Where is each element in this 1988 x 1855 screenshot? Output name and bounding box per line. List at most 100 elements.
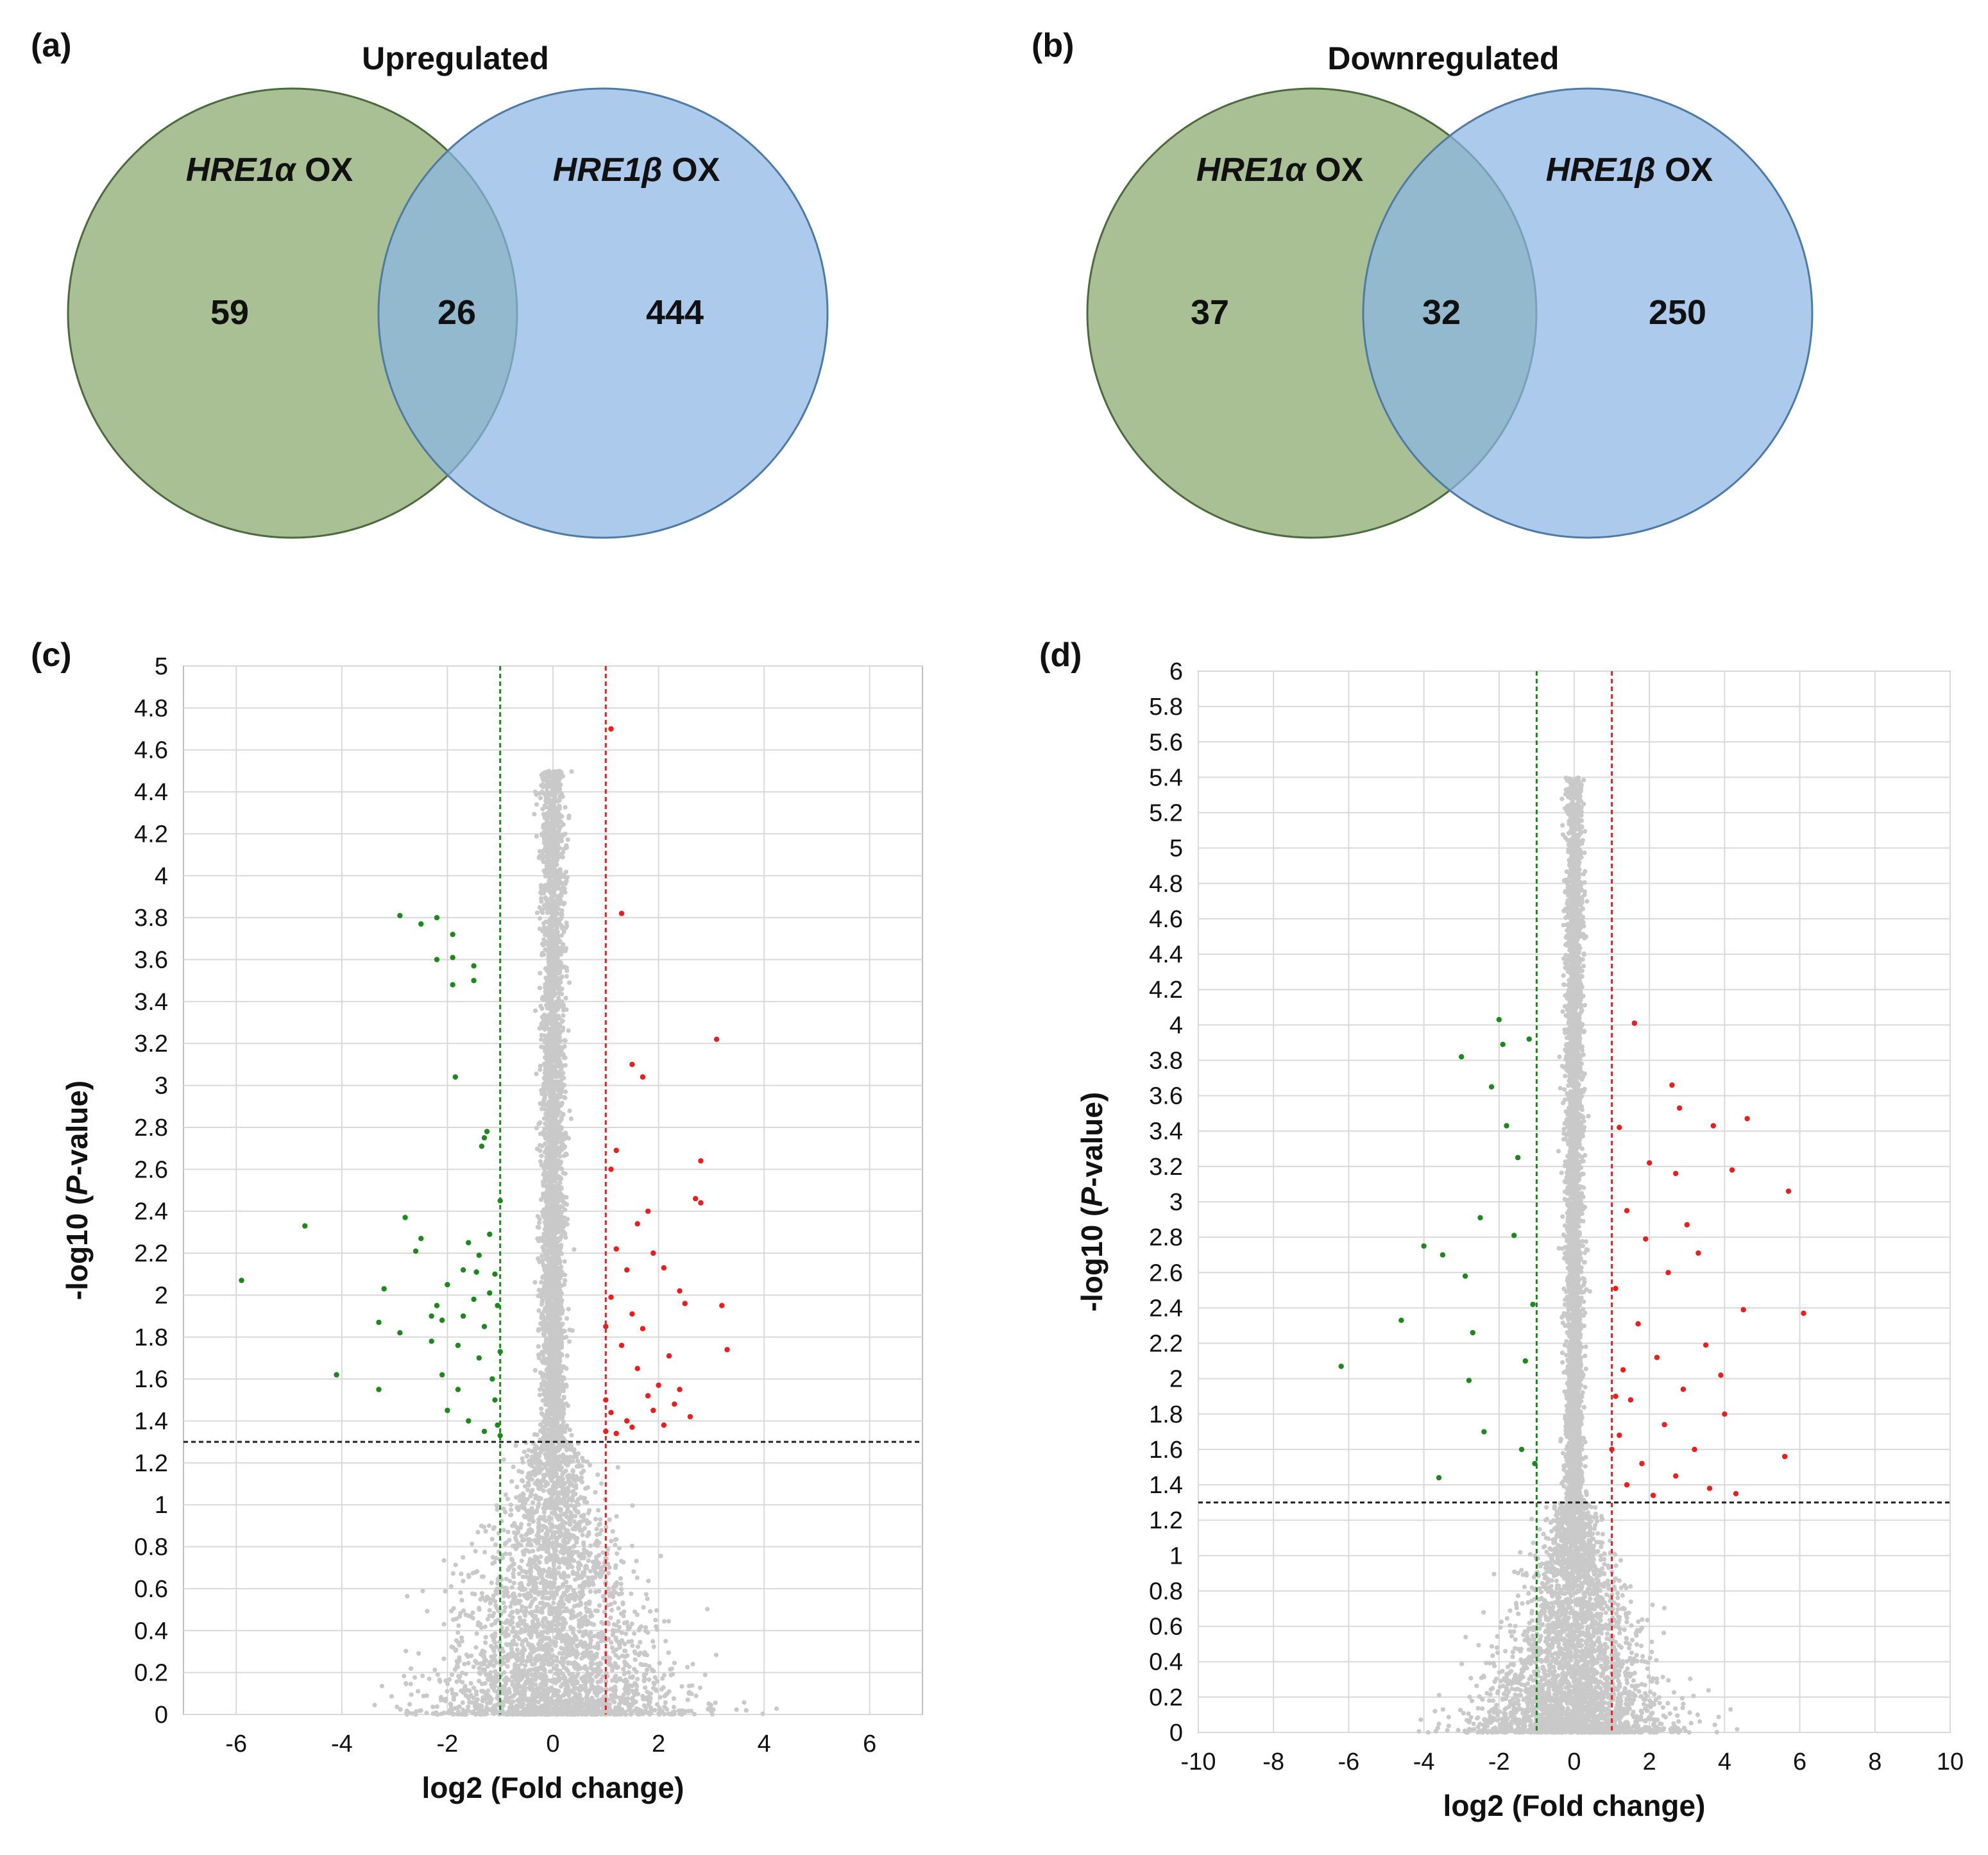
ns-point [534, 1589, 539, 1594]
y-tick-label: 3.6 [134, 947, 168, 974]
panel-label-a: (a) [31, 27, 72, 64]
ns-point [535, 1214, 540, 1219]
ns-point [697, 1685, 702, 1691]
ns-point [593, 1490, 598, 1495]
ns-point [503, 1605, 508, 1610]
ns-point [642, 1652, 647, 1657]
ns-point [451, 1695, 456, 1700]
ns-point [479, 1574, 485, 1579]
ns-point [607, 1517, 612, 1522]
ns-point [549, 996, 554, 1001]
ns-point [539, 1406, 544, 1411]
ns-point [537, 927, 543, 932]
ns-point [535, 1224, 540, 1230]
ns-point [518, 1525, 523, 1530]
ns-point [513, 1594, 518, 1600]
ns-point [539, 899, 544, 904]
ns-point [690, 1662, 695, 1667]
ns-point [507, 1552, 513, 1557]
ns-point [511, 1464, 516, 1469]
ns-point [538, 1422, 543, 1427]
ns-point [582, 1526, 588, 1531]
ns-point [661, 1619, 667, 1624]
y-tick-label: 3.2 [134, 1030, 168, 1057]
ns-point [425, 1609, 430, 1614]
ns-point [541, 1263, 547, 1269]
ns-point [570, 1671, 575, 1677]
ns-point [630, 1503, 635, 1508]
ns-point [575, 1564, 581, 1569]
ns-point [533, 1614, 538, 1619]
ns-point [487, 1613, 492, 1618]
y-tick-label: 1.6 [134, 1366, 168, 1393]
ns-point [540, 857, 545, 862]
ns-point [533, 1008, 538, 1013]
ns-point [470, 1616, 475, 1621]
ns-point [537, 916, 543, 921]
ns-point [389, 1694, 395, 1699]
ns-point [532, 1538, 537, 1543]
ns-point [638, 1639, 643, 1645]
ns-point [622, 1659, 627, 1664]
ns-point [713, 1652, 719, 1657]
ns-point [551, 1688, 556, 1693]
ns-point [461, 1690, 466, 1695]
ns-point [531, 1500, 536, 1505]
set-suffix: OX [1656, 151, 1713, 189]
ns-point [453, 1648, 458, 1653]
ns-point [591, 1566, 597, 1571]
y-tick-label: 2.2 [134, 1240, 168, 1267]
ns-point [501, 1600, 506, 1605]
ns-point [609, 1645, 615, 1650]
ns-point [494, 1503, 499, 1508]
ns-point [514, 1647, 520, 1652]
ns-point [471, 1664, 476, 1670]
ns-point [492, 1653, 498, 1658]
y-tick-label: 2.6 [134, 1156, 168, 1183]
ns-point [619, 1630, 625, 1636]
ns-point [706, 1701, 711, 1706]
ns-point [542, 1333, 547, 1338]
y-tick-label: 4.2 [134, 821, 168, 848]
ns-point [494, 1702, 499, 1707]
ns-point [489, 1580, 494, 1586]
ns-point [668, 1667, 673, 1672]
ns-point [541, 1171, 547, 1176]
ns-point [588, 1589, 593, 1594]
ns-point [505, 1633, 510, 1638]
ns-point [667, 1689, 672, 1694]
ns-point [592, 1669, 597, 1674]
ns-point [635, 1644, 641, 1649]
ns-point [529, 1492, 534, 1497]
venn-circle-hre1b [377, 87, 829, 539]
ns-point [568, 1116, 574, 1122]
ns-point [541, 1539, 547, 1544]
ns-point [565, 923, 570, 928]
ns-point [587, 1520, 592, 1525]
ns-point [565, 837, 570, 842]
ns-point [527, 1557, 532, 1562]
panel-label-c: (c) [31, 637, 72, 674]
ns-point [461, 1578, 466, 1584]
ns-point [614, 1514, 619, 1519]
ns-point [570, 1513, 575, 1518]
ns-point [563, 1208, 568, 1213]
ns-point [567, 1427, 572, 1432]
venn-label-hre1b: HRE1β OX [553, 151, 720, 189]
ns-point [461, 1555, 466, 1560]
ns-point [511, 1580, 516, 1586]
ns-point [613, 1623, 619, 1628]
y-tick-label: 3 [155, 1073, 168, 1100]
ns-point [616, 1606, 621, 1611]
ns-point [559, 1147, 565, 1152]
ns-point [708, 1705, 713, 1710]
ns-point [466, 1696, 472, 1701]
ns-point [658, 1553, 663, 1559]
venn-label-hre1a: HRE1α OX [1196, 151, 1364, 189]
ns-point [409, 1666, 414, 1671]
ns-point [529, 1635, 534, 1640]
ns-point [448, 1584, 454, 1589]
ns-point [668, 1673, 674, 1678]
ns-point [631, 1691, 637, 1696]
ns-point [474, 1661, 479, 1666]
